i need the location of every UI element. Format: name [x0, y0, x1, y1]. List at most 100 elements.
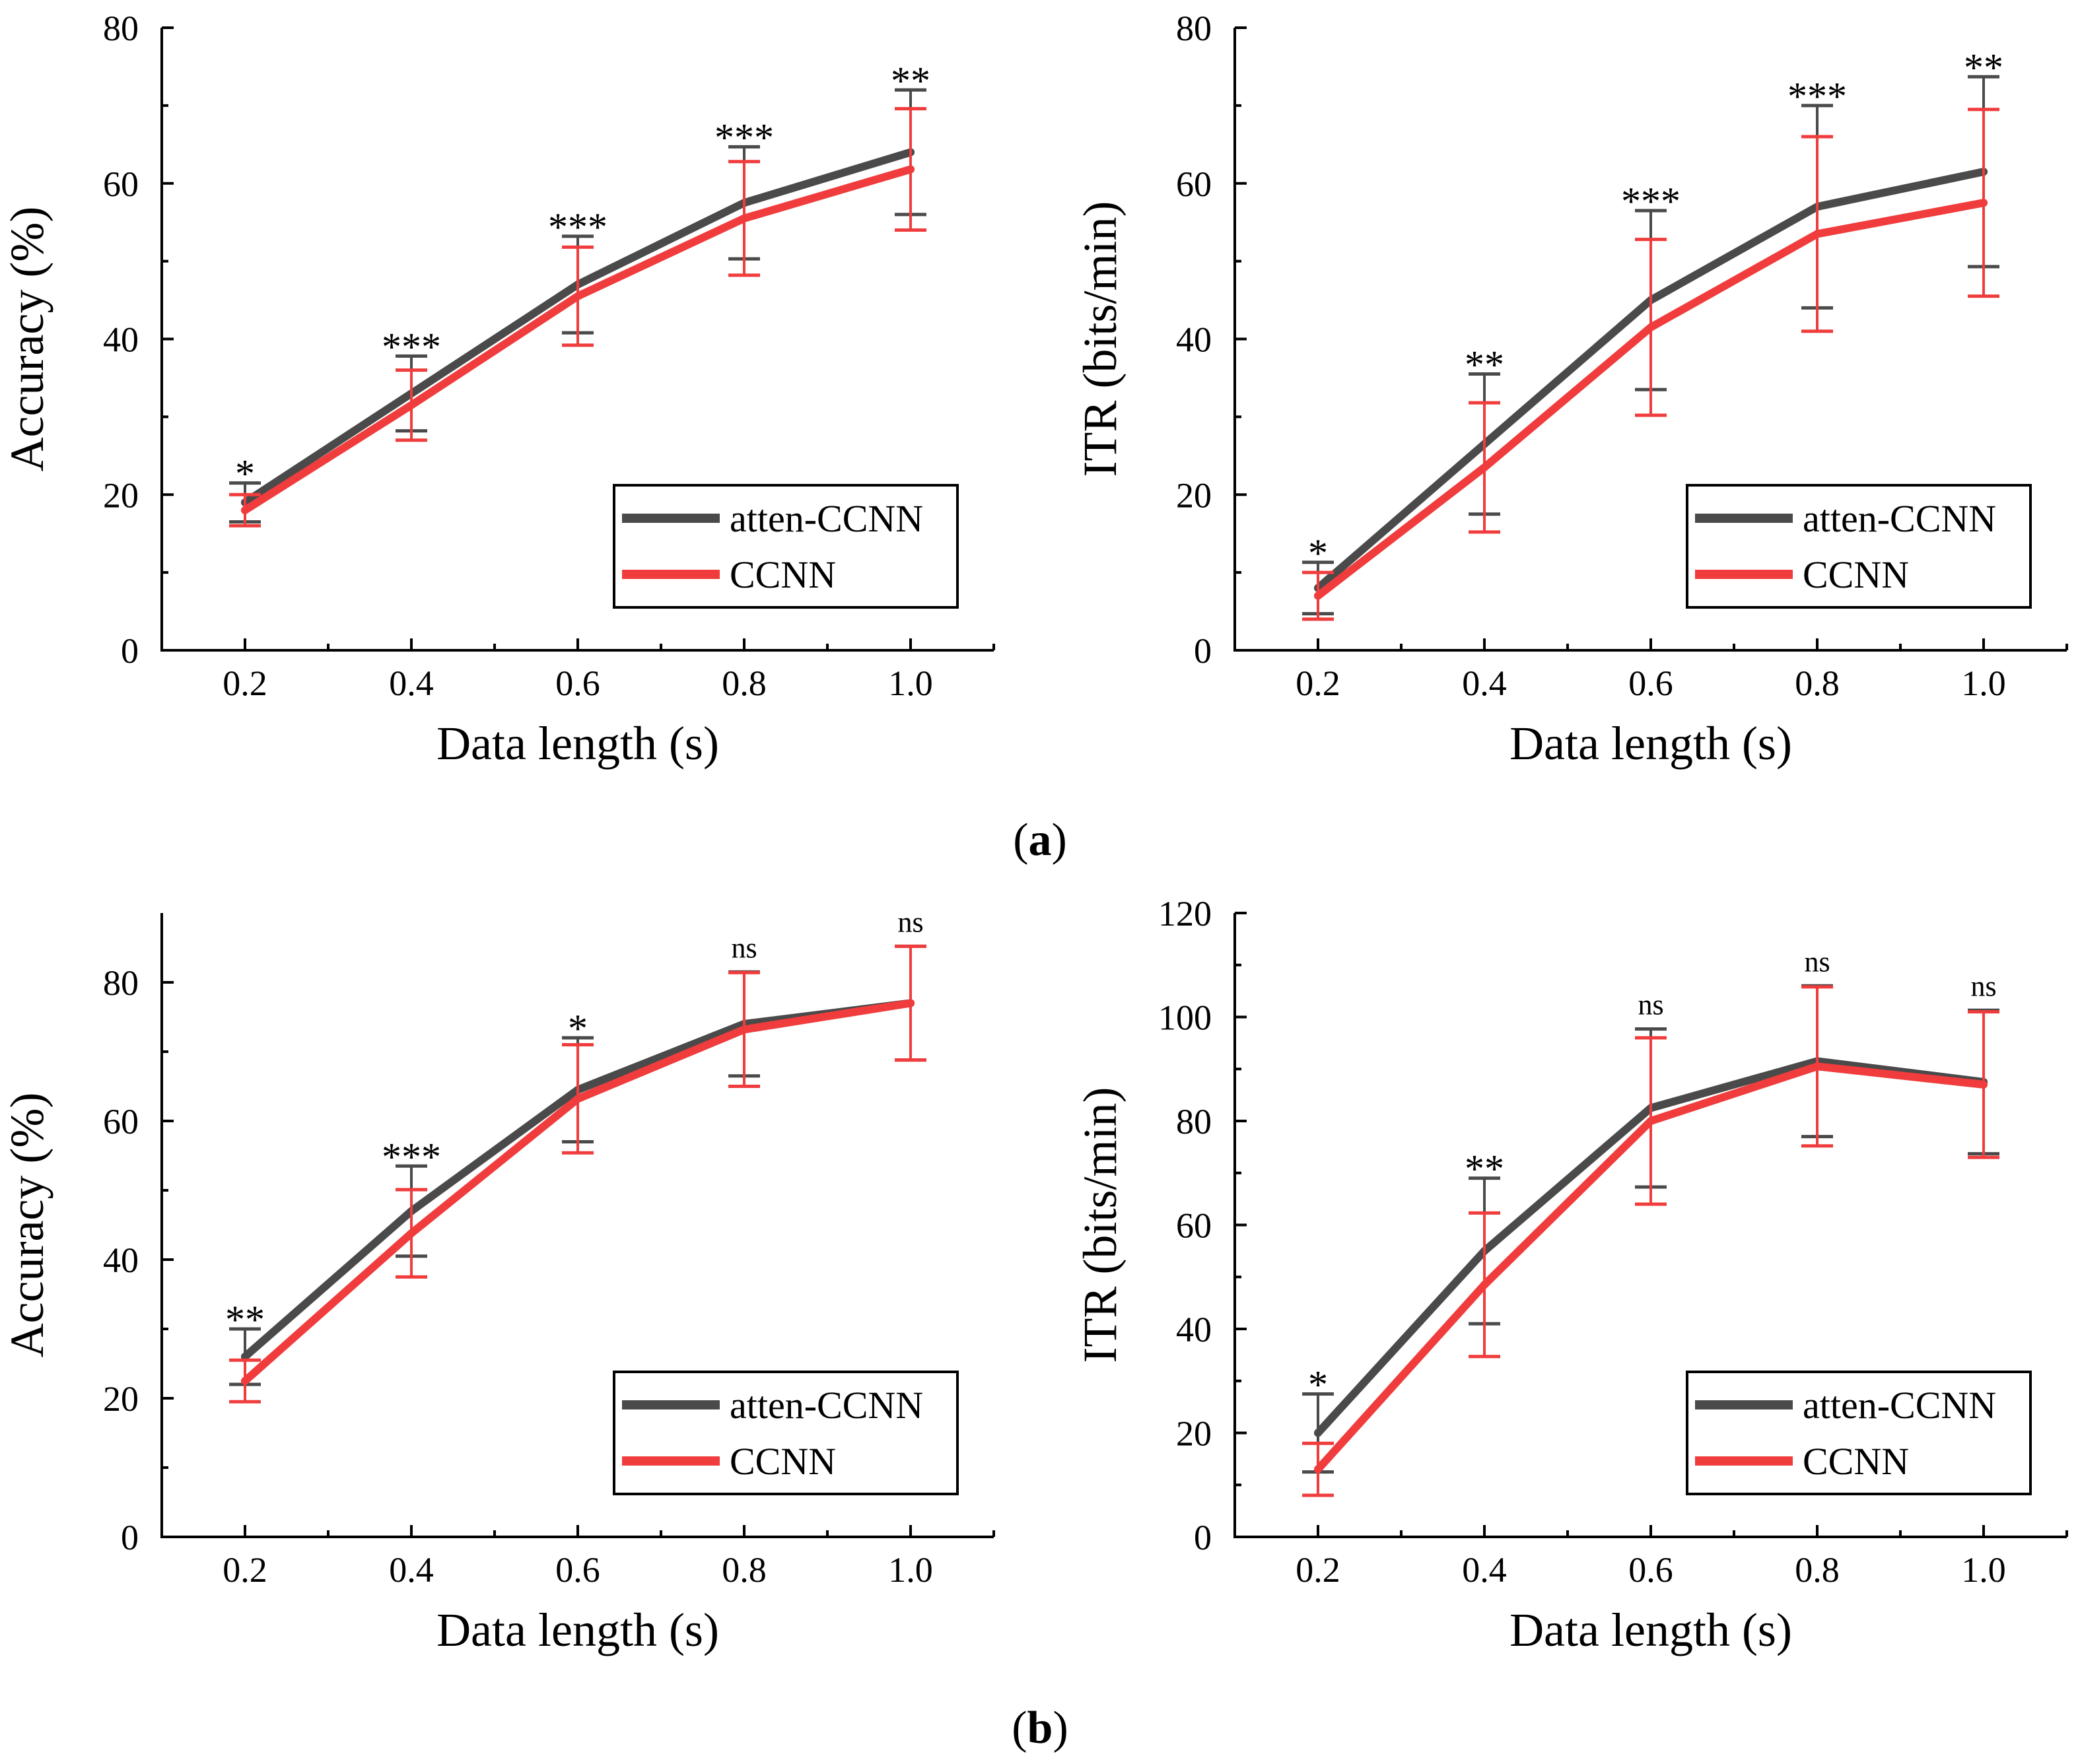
caption-b: (b) — [1012, 1703, 1068, 1753]
x-tick-label: 0.8 — [1795, 663, 1840, 703]
data-point — [1813, 230, 1821, 238]
chart-a-acc: 0 20 40 60 80 0.2 0.4 0.6 0.8 1.0 Data length (s) A… — [1, 9, 995, 770]
error-bar — [1968, 1010, 1999, 1159]
x-tick-label: 0.4 — [389, 663, 434, 703]
x-tick-label: 1.0 — [888, 663, 933, 703]
data-point — [1647, 323, 1655, 331]
significance-label: *** — [382, 325, 441, 368]
error-bar — [1801, 985, 1833, 1148]
x-tick-label: 0.6 — [1628, 663, 1673, 703]
y-axis-label: Accuracy (%) — [1, 1093, 53, 1358]
error-bar — [396, 1188, 427, 1279]
legend: atten-CCNN CCNN — [1686, 484, 2032, 609]
y-axis-label: ITR (bits/min) — [1074, 1087, 1127, 1363]
legend: atten-CCNN CCNN — [1686, 1371, 2032, 1495]
error-bar — [728, 160, 760, 277]
error-bar — [1469, 1211, 1500, 1359]
error-bar — [396, 368, 427, 442]
data-point — [907, 999, 915, 1007]
x-axis-label: Data length (s) — [1509, 1604, 1792, 1656]
x-tick-label: 0.8 — [1795, 1550, 1840, 1590]
legend-label: atten-CCNN — [730, 1384, 923, 1427]
y-tick-label: 80 — [103, 963, 139, 1003]
data-point — [1480, 1281, 1488, 1289]
significance-label: *** — [382, 1135, 441, 1178]
y-tick-label: 60 — [103, 164, 139, 204]
data-point — [1480, 463, 1488, 471]
y-tick-label: 40 — [1176, 320, 1212, 360]
data-point — [1314, 592, 1322, 600]
y-tick-label: 40 — [103, 320, 139, 360]
y-tick-label: 40 — [103, 1240, 139, 1280]
significance-label: * — [1308, 1363, 1328, 1406]
y-tick-label: 20 — [103, 475, 139, 515]
significance-label: * — [1308, 531, 1328, 575]
data-point — [740, 1025, 748, 1034]
data-point — [241, 506, 249, 514]
y-tick-label: 60 — [1176, 164, 1212, 204]
significance-label: ns — [1970, 970, 1996, 1002]
x-tick-label: 0.4 — [389, 1550, 434, 1590]
error-bar — [1302, 1441, 1334, 1497]
data-point — [1314, 1429, 1322, 1437]
x-tick-label: 0.4 — [1462, 1550, 1507, 1590]
significance-label: ns — [897, 906, 923, 938]
x-tick-label: 0.8 — [722, 1550, 767, 1590]
y-tick-label: 0 — [1194, 1518, 1212, 1557]
data-point — [907, 165, 915, 174]
y-tick-label: 60 — [103, 1102, 139, 1141]
y-tick-label: 60 — [1176, 1206, 1212, 1246]
legend-label: atten-CCNN — [1803, 497, 1996, 540]
series-ccnn — [229, 944, 926, 1404]
caption-a: (a) — [1013, 815, 1067, 865]
y-axis-label: Accuracy (%) — [1, 207, 53, 472]
y-tick-label: 120 — [1158, 894, 1212, 933]
legend-label: atten-CCNN — [730, 497, 923, 540]
data-point — [1980, 1080, 1988, 1089]
error-bar — [1801, 135, 1833, 333]
legend-label: CCNN — [730, 1440, 836, 1483]
y-tick-label: 0 — [121, 1518, 139, 1557]
y-tick-label: 80 — [103, 9, 139, 48]
error-bar — [229, 492, 261, 527]
chart-b-itr: 0 20 40 60 80 100 120 0.2 0.4 0.6 0.8 1.0 Data lengt… — [1074, 894, 2068, 1656]
data-point — [1647, 1117, 1655, 1125]
x-tick-label: 0.6 — [555, 1550, 600, 1590]
error-bar — [728, 970, 760, 1088]
significance-label: *** — [714, 116, 774, 159]
y-tick-label: 40 — [1176, 1310, 1212, 1349]
data-point — [241, 1376, 249, 1385]
legend: atten-CCNN CCNN — [613, 1371, 959, 1495]
data-point — [1813, 1062, 1821, 1071]
y-tick-label: 80 — [1176, 1102, 1212, 1141]
error-bar — [895, 107, 926, 232]
significance-label: ** — [1465, 343, 1504, 387]
legend-box — [1686, 1371, 2032, 1495]
data-point — [407, 401, 415, 409]
chart-a-itr: 0 20 40 60 80 0.2 0.4 0.6 0.8 1.0 Data length (s) I… — [1074, 9, 2068, 770]
x-axis-label: Data length (s) — [1509, 717, 1792, 770]
series-ccnn — [1302, 985, 1999, 1497]
legend: atten-CCNN CCNN — [613, 484, 959, 609]
significance-label: ns — [731, 932, 757, 964]
error-bar — [895, 944, 926, 1062]
significance-label: ns — [1638, 989, 1663, 1021]
significance-label: ** — [891, 59, 930, 102]
data-point — [1980, 199, 1988, 207]
significance-label: * — [235, 452, 255, 496]
legend-label: atten-CCNN — [1803, 1384, 1996, 1427]
legend-label: CCNN — [730, 553, 836, 596]
legend-label: CCNN — [1803, 553, 1909, 596]
x-tick-label: 0.2 — [223, 663, 267, 703]
data-point — [740, 214, 748, 222]
data-point — [1314, 1465, 1322, 1474]
y-tick-label: 100 — [1158, 998, 1212, 1038]
error-bar — [562, 245, 594, 347]
error-bar — [1635, 1036, 1667, 1206]
significance-label: ** — [1964, 46, 2003, 89]
error-bar — [562, 1043, 594, 1155]
significance-label: *** — [1787, 75, 1847, 118]
legend-box — [613, 484, 959, 609]
x-tick-label: 1.0 — [1961, 663, 2006, 703]
significance-label: ** — [1465, 1147, 1504, 1191]
